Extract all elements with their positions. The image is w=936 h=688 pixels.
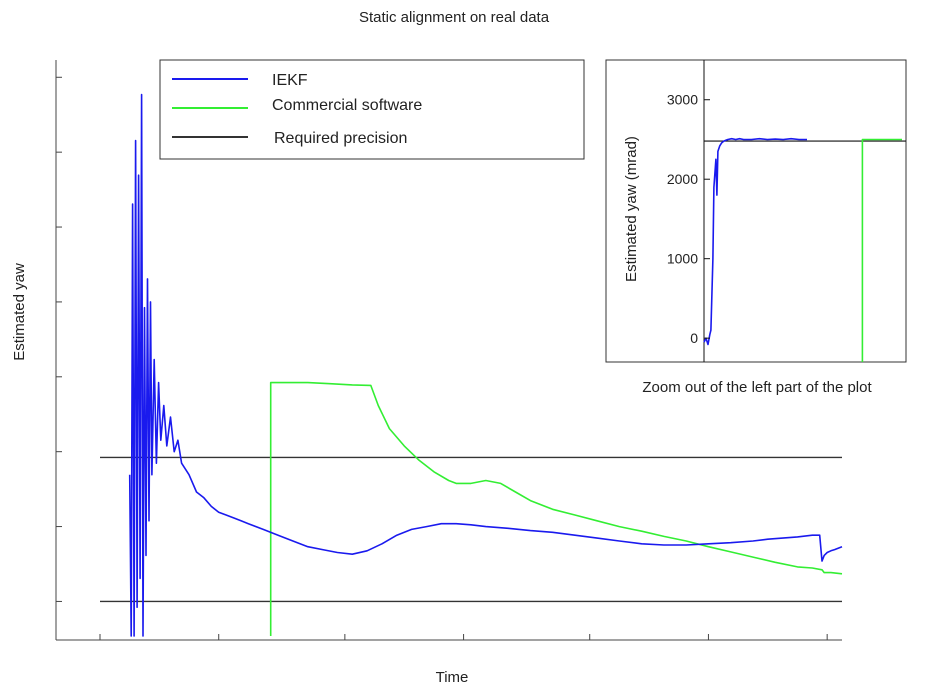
y-axis-label: Estimated yaw <box>11 263 28 361</box>
inset-series-commercial-software-line <box>861 138 902 362</box>
inset-series-iekf-line <box>703 137 807 346</box>
inset-y-ticks: 0 1000 2000 3000 <box>667 92 710 346</box>
inset-caption: Zoom out of the left part of the plot <box>642 379 872 396</box>
series-iekf-line <box>128 93 843 637</box>
main-series-group <box>100 93 843 637</box>
inset-plot-area <box>605 59 907 363</box>
inset-y-axis-label: Estimated yaw (mrad) <box>623 136 640 282</box>
legend-label-commercial-software: Commercial software <box>272 97 422 114</box>
series-commercial-software-line <box>269 381 843 636</box>
inset-y-tick-label: 3000 <box>667 92 698 108</box>
inset-y-tick-label: 0 <box>690 330 698 346</box>
x-axis-label: Time <box>436 669 469 686</box>
main-plot-area <box>55 60 842 641</box>
legend-box <box>159 59 585 160</box>
legend-label-required-precision: Required precision <box>274 130 407 147</box>
legend: IEKF Commercial software Required precis… <box>159 59 585 160</box>
legend-label-iekf: IEKF <box>272 72 308 89</box>
inset-frame-box <box>605 59 907 363</box>
inset-y-tick-label: 2000 <box>667 171 698 187</box>
chart-title: Static alignment on real data <box>359 9 550 26</box>
inset-y-tick-label: 1000 <box>667 251 698 267</box>
inset-series-group <box>703 137 906 362</box>
